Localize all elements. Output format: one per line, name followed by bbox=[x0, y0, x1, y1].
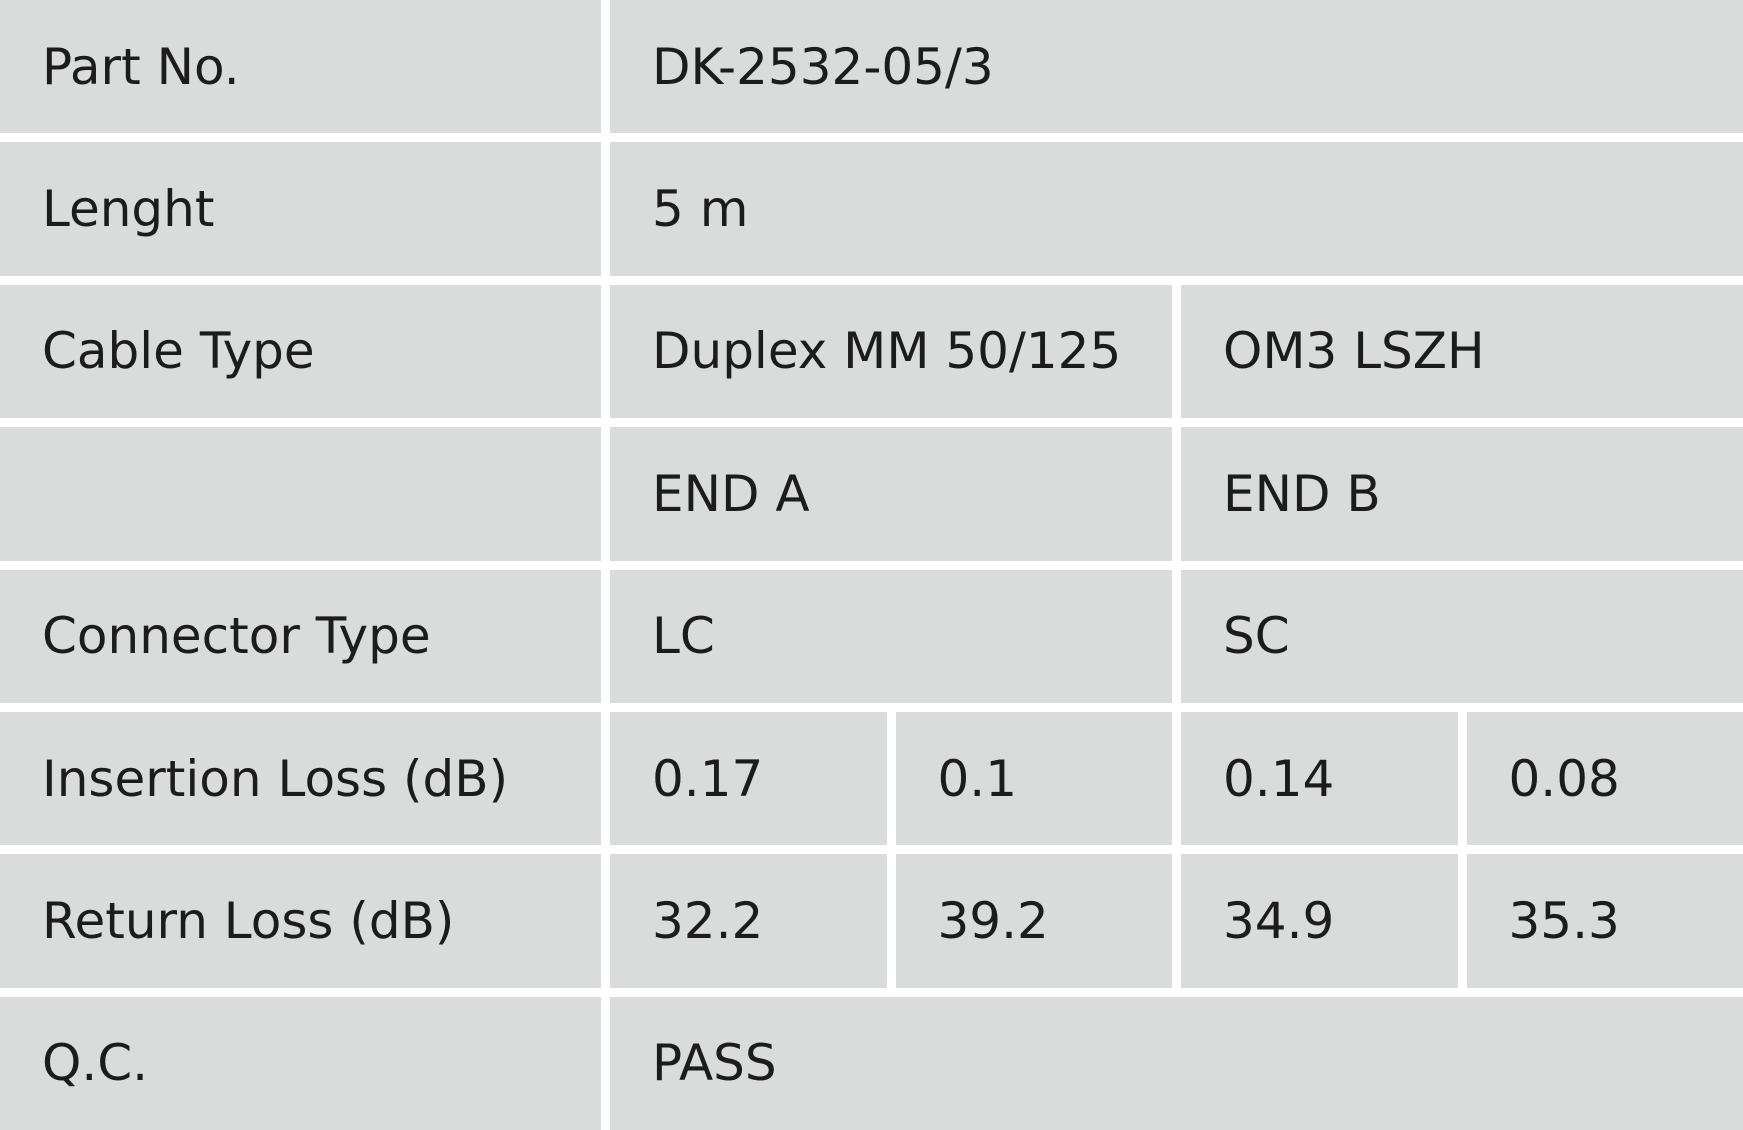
empty-cell bbox=[0, 427, 601, 561]
label-cell: Lenght bbox=[0, 142, 601, 276]
value-cell: SC bbox=[1181, 569, 1743, 703]
value-cell: 5 m bbox=[610, 142, 1743, 276]
value-cell: PASS bbox=[610, 996, 1743, 1130]
label-cell: Cable Type bbox=[0, 284, 601, 419]
label-cell: Return Loss (dB) bbox=[0, 854, 601, 988]
value-cell: 39.2 bbox=[895, 854, 1172, 988]
label-cell: Insertion Loss (dB) bbox=[0, 711, 601, 846]
value-cell: 34.9 bbox=[1181, 854, 1458, 988]
value-cell: 0.08 bbox=[1466, 711, 1743, 846]
header-cell: END A bbox=[610, 427, 1172, 561]
value-cell: DK-2532-05/3 bbox=[610, 0, 1743, 134]
header-cell: END B bbox=[1181, 427, 1743, 561]
value-cell: Duplex MM 50/125 bbox=[610, 284, 1172, 419]
value-cell: 35.3 bbox=[1466, 854, 1743, 988]
label-cell: Part No. bbox=[0, 0, 601, 134]
value-cell: 32.2 bbox=[610, 854, 887, 988]
value-cell: LC bbox=[610, 569, 1172, 703]
value-cell: OM3 LSZH bbox=[1181, 284, 1743, 419]
label-cell: Connector Type bbox=[0, 569, 601, 703]
label-cell: Q.C. bbox=[0, 996, 601, 1130]
value-cell: 0.1 bbox=[895, 711, 1172, 846]
value-cell: 0.14 bbox=[1181, 711, 1458, 846]
value-cell: 0.17 bbox=[610, 711, 887, 846]
